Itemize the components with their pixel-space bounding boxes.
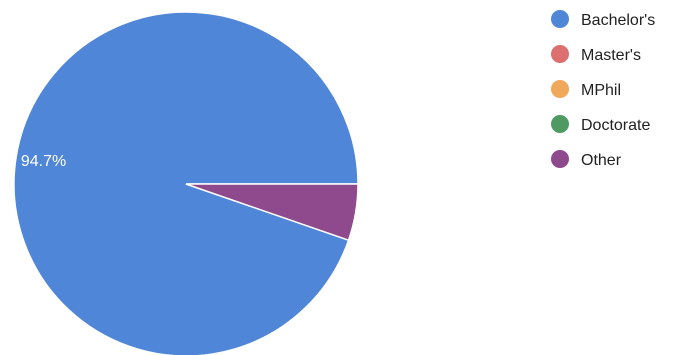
chart-legend: Bachelor's Master's MPhil Doctorate Other bbox=[551, 10, 655, 169]
legend-label-master-s: Master's bbox=[581, 47, 641, 64]
data-label-bachelor-s: 94.7% bbox=[21, 153, 66, 170]
legend-marker-doctorate bbox=[551, 115, 569, 133]
legend-marker-mphil bbox=[551, 80, 569, 98]
legend-label-mphil: MPhil bbox=[581, 82, 621, 99]
pie-slices bbox=[13, 11, 359, 355]
legend-label-other: Other bbox=[581, 152, 622, 169]
legend-label-bachelor-s: Bachelor's bbox=[581, 12, 655, 29]
pie-slice-other bbox=[185, 183, 359, 242]
legend-marker-bachelor-s bbox=[551, 10, 569, 28]
legend-marker-master-s bbox=[551, 45, 569, 63]
legend-marker-other bbox=[551, 150, 569, 168]
pie-slice-labels: 94.7% bbox=[21, 153, 66, 170]
legend-label-doctorate: Doctorate bbox=[581, 117, 650, 134]
